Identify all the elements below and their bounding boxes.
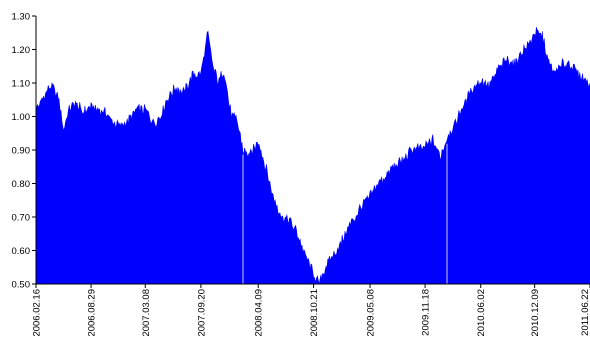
x-tick-label: 2010.06.02 [476,289,487,337]
x-tick-label: 2007.09.20 [196,289,207,337]
x-tick-label: 2009.05.08 [366,289,377,337]
x-tick-label: 2006.08.29 [87,289,98,337]
y-axis-ticks: 0.50 0.60 0.70 0.80 0.90 1.00 1.10 1.20 1.30 [12,12,36,291]
y-tick-label: 1.20 [12,45,31,56]
y-tick-label: 0.50 [12,280,31,291]
x-tick-label: 2010.12.09 [530,289,541,337]
y-tick-label: 0.90 [12,146,31,157]
x-tick-label: 2008.10.21 [309,289,320,337]
y-tick-label: 1.30 [12,12,31,23]
x-tick-label: 2009.11.18 [421,289,432,336]
x-tick-label: 2007.03.08 [141,289,152,337]
series-gap-lines [242,143,448,284]
x-tick-label: 2006.02.16 [32,289,43,337]
y-tick-label: 1.00 [12,112,31,123]
x-tick-label: 2011.06.22 [580,289,590,336]
series-area [35,27,590,285]
y-tick-label: 0.60 [12,246,31,257]
y-tick-label: 0.80 [12,179,31,190]
y-tick-label: 1.10 [12,79,31,90]
x-axis-ticks: 2006.02.16 2006.08.29 2007.03.08 2007.09.20… [32,284,590,337]
x-tick-label: 2008.04.09 [254,289,265,337]
y-tick-label: 0.70 [12,213,31,224]
